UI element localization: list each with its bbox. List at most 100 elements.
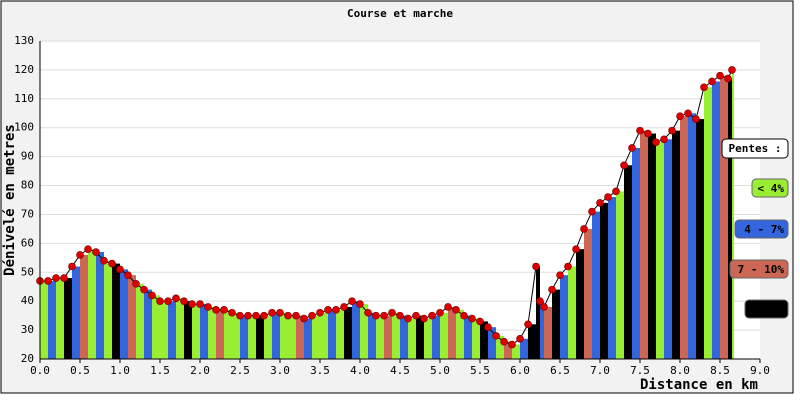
bar xyxy=(192,304,200,359)
point xyxy=(420,314,428,323)
point xyxy=(484,323,492,332)
point xyxy=(332,306,340,314)
point xyxy=(188,300,196,308)
point xyxy=(148,291,156,300)
point xyxy=(108,259,116,268)
point xyxy=(700,83,708,92)
bar xyxy=(680,116,688,359)
point xyxy=(292,311,300,320)
x-tick-label: 5.0 xyxy=(430,364,450,377)
bar xyxy=(540,301,544,359)
y-axis-label: Dénivelé en metres xyxy=(2,124,18,276)
bar xyxy=(448,306,456,359)
bar xyxy=(224,309,232,359)
bar xyxy=(400,315,408,359)
legend-swatch xyxy=(744,299,789,319)
y-tick-label: 120 xyxy=(14,63,34,76)
bar xyxy=(312,315,320,359)
point xyxy=(612,187,620,196)
bar xyxy=(480,321,488,359)
bar xyxy=(48,280,56,359)
point xyxy=(300,314,308,323)
bar xyxy=(732,69,734,359)
point xyxy=(460,311,468,320)
bar xyxy=(648,133,656,359)
bar xyxy=(472,318,480,359)
bar xyxy=(392,312,400,359)
x-tick-label: 8.0 xyxy=(670,364,690,377)
point xyxy=(124,271,132,279)
legend-title: Pentes : xyxy=(729,142,782,155)
y-tick-label: 90 xyxy=(21,150,34,163)
bar xyxy=(112,263,120,359)
bar xyxy=(720,75,728,359)
point xyxy=(468,314,476,323)
bar xyxy=(80,254,88,359)
y-tick-label: 100 xyxy=(14,121,34,134)
bar xyxy=(512,344,520,359)
x-tick-label: 9.0 xyxy=(750,364,770,377)
y-tick-label: 20 xyxy=(21,352,34,365)
bar xyxy=(536,266,540,359)
point xyxy=(620,161,628,170)
point xyxy=(728,66,736,74)
point xyxy=(60,274,68,282)
bar xyxy=(664,139,672,359)
point xyxy=(492,332,500,340)
x-tick-label: 0.0 xyxy=(30,364,50,377)
point xyxy=(156,297,164,305)
point xyxy=(324,306,332,314)
bar xyxy=(216,309,224,359)
y-tick-label: 70 xyxy=(21,207,34,220)
y-tick-label: 30 xyxy=(21,323,34,336)
point xyxy=(668,126,676,135)
legend-label: 7 - 10% xyxy=(738,263,785,276)
x-tick-label: 0.5 xyxy=(70,364,90,377)
bar xyxy=(528,324,536,359)
point xyxy=(132,280,140,288)
x-axis-label: Distance en km xyxy=(640,377,758,393)
x-tick-label: 6.0 xyxy=(510,364,530,377)
bar xyxy=(360,304,368,359)
bar xyxy=(328,309,336,359)
bar xyxy=(520,338,528,359)
x-tick-label: 4.5 xyxy=(390,364,410,377)
point xyxy=(660,135,668,144)
x-tick-label: 7.0 xyxy=(590,364,610,377)
bar xyxy=(304,318,312,359)
point xyxy=(84,245,92,253)
point xyxy=(356,300,364,308)
bar xyxy=(184,301,192,359)
bar xyxy=(64,278,72,359)
bar xyxy=(600,202,608,359)
y-tick-label: 110 xyxy=(14,92,34,105)
y-tick-label: 130 xyxy=(14,34,34,47)
point xyxy=(724,74,732,83)
point xyxy=(436,308,444,317)
point xyxy=(212,306,220,314)
point xyxy=(92,248,100,256)
bar xyxy=(592,211,600,359)
bar xyxy=(584,228,592,359)
bar xyxy=(232,312,240,359)
bar xyxy=(688,113,696,359)
x-tick-label: 1.5 xyxy=(150,364,170,377)
point xyxy=(268,308,276,317)
bar xyxy=(616,191,624,359)
bar xyxy=(672,130,680,359)
bar xyxy=(712,81,720,360)
y-tick-label: 50 xyxy=(21,265,34,278)
point xyxy=(348,297,356,305)
bar xyxy=(408,318,416,359)
point xyxy=(372,311,380,320)
bar xyxy=(88,249,96,359)
point xyxy=(564,262,572,271)
point xyxy=(52,274,60,282)
bar xyxy=(264,315,272,359)
point xyxy=(196,300,204,308)
bar xyxy=(248,315,256,359)
point xyxy=(540,303,548,311)
point xyxy=(308,311,316,320)
bar xyxy=(104,260,112,359)
bar xyxy=(280,312,288,359)
